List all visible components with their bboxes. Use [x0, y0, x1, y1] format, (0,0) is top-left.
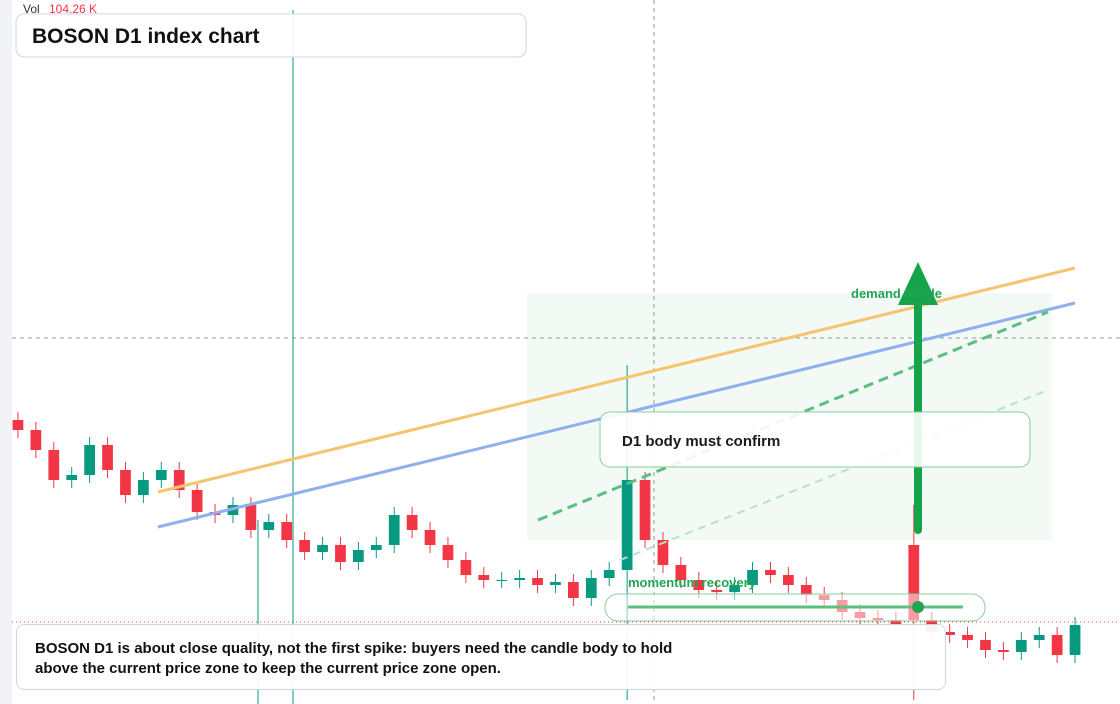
candle-body	[12, 420, 24, 430]
candle-body	[1069, 625, 1081, 655]
candle-body	[263, 522, 275, 530]
note-box: BOSON D1 is about close quality, not the…	[16, 624, 946, 690]
candle-body	[281, 522, 293, 540]
candle-body	[603, 570, 615, 578]
candle-body	[370, 545, 382, 550]
candle-body	[48, 450, 60, 480]
candle-body	[585, 578, 597, 598]
candle-body	[998, 650, 1009, 652]
candle-body	[335, 545, 346, 562]
volume-value: 104.26 K	[49, 2, 97, 16]
candle-body	[30, 430, 42, 450]
candle-body	[532, 578, 543, 585]
candle-body	[102, 445, 113, 470]
candle-body	[568, 582, 579, 598]
candle-body	[800, 585, 812, 595]
candle-body	[424, 530, 436, 545]
candle-body	[747, 570, 758, 585]
candle-body	[1015, 640, 1027, 652]
candle-body	[442, 545, 454, 560]
candle-body	[514, 578, 525, 580]
title-box	[15, 13, 527, 58]
candle-body	[675, 565, 687, 580]
candle-body	[245, 505, 257, 530]
annotation: D1 body must confirm	[622, 433, 780, 450]
candle-body	[406, 515, 418, 530]
candle-body	[657, 540, 669, 565]
chart-title: BOSON D1 index chart	[32, 25, 260, 48]
candle-body	[191, 490, 203, 512]
candle-body	[388, 515, 400, 545]
candle-body	[460, 560, 472, 575]
note-text: BOSON D1 is about close quality, not the…	[35, 640, 673, 677]
candle-body	[711, 590, 723, 592]
candle-body	[908, 545, 920, 620]
candle-body	[639, 480, 651, 540]
candle-body	[173, 470, 185, 490]
candle-body	[765, 570, 776, 575]
annotation: momentum recovery	[628, 575, 757, 590]
candle-body	[66, 475, 78, 480]
candle-body	[962, 635, 973, 640]
arrow-head	[898, 262, 938, 305]
candle-body	[84, 445, 95, 475]
candle-body	[155, 470, 167, 480]
candle-body	[980, 640, 991, 650]
candle-body	[1033, 635, 1045, 640]
level-dot	[912, 601, 924, 613]
candle-body	[890, 620, 902, 625]
candle-body	[138, 480, 149, 495]
candles	[12, 365, 1081, 700]
candle-body	[353, 550, 364, 562]
candle-body	[317, 545, 328, 552]
left-strip	[0, 0, 12, 704]
overlay-layer: demand divide D1 body must confirm momen…	[15, 2, 1076, 622]
candle-body	[478, 575, 490, 580]
candle-body	[550, 582, 561, 585]
candle-body	[944, 632, 955, 635]
candle-body	[621, 480, 633, 570]
trend-line	[157, 266, 1076, 494]
annotation: demand divide	[851, 286, 942, 301]
annotation-box	[599, 411, 1031, 468]
candle-body	[1051, 635, 1063, 655]
candle-body	[729, 585, 740, 592]
candle-body	[693, 580, 705, 590]
volume-label: Vol	[23, 2, 40, 16]
candle-body	[120, 470, 131, 495]
candle-body	[496, 580, 508, 581]
candle-body	[783, 575, 794, 585]
candle-body	[299, 540, 310, 552]
